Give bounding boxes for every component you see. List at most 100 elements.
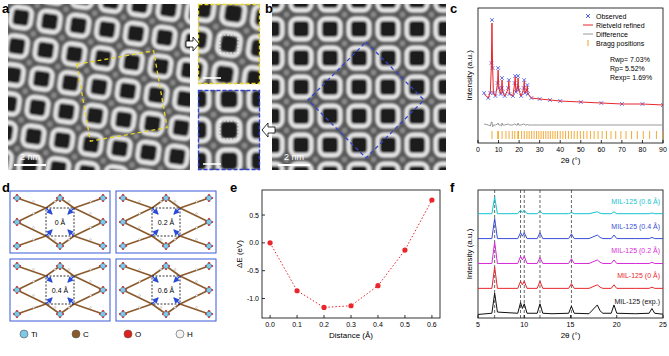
tem-node: [313, 128, 319, 134]
tem-node: [26, 59, 33, 66]
inset-cell: [220, 35, 238, 53]
panel-label: e: [230, 180, 237, 195]
h-atom: [174, 201, 176, 203]
tem-pore: [320, 106, 341, 127]
data-point: [516, 74, 520, 78]
mof-structure: 0.2 Å: [116, 191, 216, 253]
tem-pore: [291, 106, 312, 127]
x-tick-label: 0: [476, 146, 480, 153]
data-line: [478, 242, 663, 263]
data-point: [517, 131, 518, 139]
atom-legend-symbol: [124, 330, 132, 338]
data-point: [518, 131, 519, 139]
y-tick-label: 0.5: [249, 212, 259, 219]
h-atom: [196, 201, 198, 203]
tem-pore: [22, 125, 46, 149]
pore-box: [152, 208, 180, 236]
tem-pore: [272, 48, 282, 69]
tem-node: [429, 157, 435, 163]
pore-box: [46, 276, 74, 304]
data-point: [606, 131, 607, 139]
data-point: [521, 131, 522, 139]
atom-legend-label: C: [83, 330, 89, 339]
shift-arrow: [174, 230, 180, 236]
ti-atom: [120, 311, 125, 316]
linker: [17, 276, 46, 290]
data-point: [637, 131, 638, 139]
scale-bar-label: 2 nm: [20, 152, 40, 162]
tem-node: [120, 14, 127, 21]
h-atom: [139, 269, 141, 271]
tem-pore: [75, 161, 99, 170]
x-tick-label: 90: [659, 146, 667, 153]
ti-atom: [206, 287, 211, 292]
linker: [74, 304, 103, 314]
tem-node: [104, 129, 111, 136]
reference-line: [539, 190, 540, 318]
tem-pore: [198, 90, 209, 110]
reference-line: [524, 190, 525, 318]
data-point: [548, 131, 549, 139]
h-atom: [139, 307, 141, 309]
data-point: [429, 197, 434, 202]
structure-label: 0.6 Å: [158, 286, 175, 294]
atom-legend-symbol: [20, 330, 28, 338]
panel-label: a: [2, 1, 10, 16]
ti-atom: [100, 243, 105, 248]
legend-symbol: [583, 25, 593, 26]
tem-lattice: [272, 4, 446, 170]
tem-pore: [436, 106, 446, 127]
data-point: [490, 18, 494, 22]
plot-area: [482, 18, 663, 139]
tem-pore: [407, 48, 428, 69]
tem-node: [91, 10, 98, 17]
tem-pore: [436, 4, 446, 10]
series-label: MIL-125 (0.6 Å): [611, 197, 660, 206]
tem-pore: [128, 4, 152, 17]
tem-node: [210, 142, 216, 148]
tem-background: [272, 4, 446, 170]
tem-pore: [218, 150, 240, 170]
tem-pore: [407, 19, 428, 40]
tem-pore: [349, 164, 370, 170]
mof-structure: 0.6 Å: [116, 259, 216, 321]
data-point: [402, 248, 407, 253]
data-point: [375, 283, 380, 288]
tem-lattice: [198, 90, 260, 170]
data-point: [574, 131, 575, 139]
scale-bar-label: 2 nm: [284, 152, 304, 162]
data-point: [509, 131, 510, 139]
tem-node: [400, 70, 406, 76]
tem-node: [166, 108, 173, 115]
series-label: MIL-125 (0.2 Å): [611, 246, 660, 255]
shift-arrow: [174, 276, 180, 282]
data-point: [643, 131, 644, 139]
scale-bar: [278, 164, 310, 166]
h-atom: [68, 201, 70, 203]
tem-pore: [378, 164, 399, 170]
tem-pore: [149, 55, 173, 79]
tem-pore: [34, 38, 58, 62]
h-atom: [33, 227, 35, 229]
data-point: [536, 131, 537, 139]
tem-pore: [291, 4, 312, 10]
tem-pore: [320, 48, 341, 69]
ti-atom: [57, 311, 62, 316]
tem-pore: [407, 4, 428, 10]
series-label: MIL-125 (0.4 Å): [611, 222, 660, 231]
shift-arrow: [68, 208, 74, 214]
tem-node: [241, 142, 247, 148]
y-tick: [262, 242, 265, 243]
reference-line: [520, 190, 521, 318]
data-point: [580, 131, 581, 139]
tem-node: [342, 99, 348, 105]
linker: [74, 236, 103, 246]
tem-pore: [30, 67, 54, 91]
tem-pore: [26, 96, 50, 120]
tem-node: [51, 92, 58, 99]
h-atom: [54, 307, 56, 309]
structure-label: 0 Å: [55, 218, 66, 226]
data-point: [615, 131, 616, 139]
tem-node: [313, 41, 319, 47]
h-atom: [68, 307, 70, 309]
